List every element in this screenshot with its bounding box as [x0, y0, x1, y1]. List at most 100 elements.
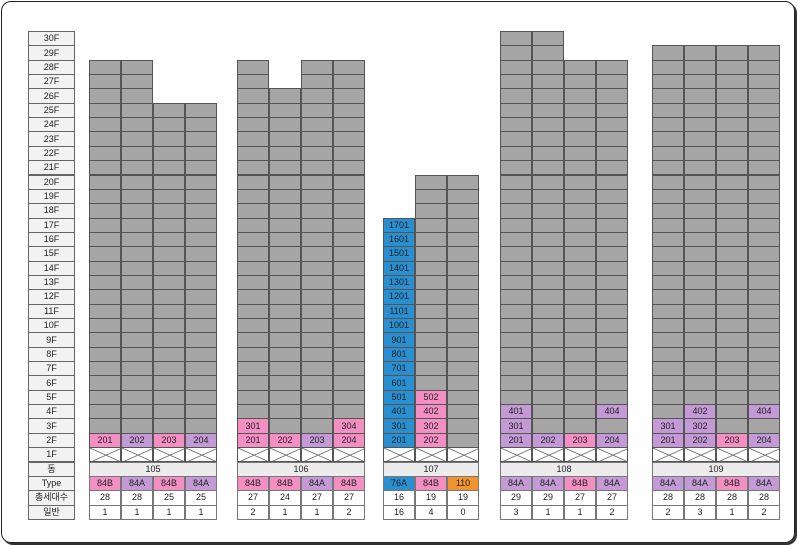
unit-cell — [748, 117, 780, 133]
unit-cell[interactable]: 404 — [596, 404, 628, 420]
unit-cell — [748, 131, 780, 147]
unit-cell[interactable]: 301 — [652, 418, 684, 434]
unit-cell[interactable]: 1401 — [383, 260, 415, 276]
unit-cell[interactable]: 401 — [500, 404, 532, 420]
unit-cell — [333, 361, 365, 377]
unit-cell — [333, 145, 365, 162]
unit-cell[interactable]: 601 — [383, 375, 415, 391]
unit-cell — [269, 361, 301, 377]
pilotis-cell — [153, 447, 185, 463]
unit-cell — [684, 346, 716, 363]
unit-cell — [185, 188, 217, 205]
unit-cell — [716, 289, 748, 305]
unit-cell — [333, 117, 365, 133]
unit-cell — [564, 231, 596, 248]
unit-cell — [89, 260, 121, 276]
unit-cell[interactable]: 1301 — [383, 274, 415, 291]
unit-cell[interactable]: 304 — [333, 418, 365, 434]
unit-cell — [89, 74, 121, 90]
unit-cell[interactable]: 301 — [237, 418, 269, 434]
unit-cell[interactable]: 701 — [383, 361, 415, 377]
unit-cell[interactable]: 402 — [415, 404, 447, 420]
unit-cell[interactable]: 801 — [383, 346, 415, 363]
unit-cell[interactable]: 1501 — [383, 246, 415, 262]
unit-cell — [596, 289, 628, 305]
unit-cell — [564, 160, 596, 176]
unit-cell — [684, 145, 716, 162]
unit-cell — [532, 346, 564, 363]
unit-cell[interactable]: 301 — [500, 418, 532, 434]
unit-cell — [500, 361, 532, 377]
unit-cell — [716, 188, 748, 205]
unit-cell[interactable]: 202 — [415, 432, 447, 449]
unit-cell — [748, 231, 780, 248]
unit-cell[interactable]: 201 — [652, 432, 684, 449]
unit-cell[interactable]: 501 — [383, 389, 415, 406]
unit-cell — [500, 274, 532, 291]
unit-cell[interactable]: 202 — [684, 432, 716, 449]
unit-cell[interactable]: 401 — [383, 404, 415, 420]
unit-cell[interactable]: 1601 — [383, 231, 415, 248]
general-units-cell: 1 — [121, 504, 153, 520]
unit-cell — [89, 231, 121, 248]
unit-cell[interactable]: 404 — [748, 404, 780, 420]
unit-cell[interactable]: 301 — [383, 418, 415, 434]
unit-cell — [153, 303, 185, 319]
unit-cell — [716, 88, 748, 104]
unit-cell[interactable]: 201 — [89, 432, 121, 449]
unit-cell — [652, 45, 684, 61]
unit-cell — [652, 88, 684, 104]
unit-cell — [652, 74, 684, 90]
unit-cell[interactable]: 204 — [748, 432, 780, 449]
unit-cell[interactable]: 203 — [564, 432, 596, 449]
floor-label: 29F — [28, 45, 75, 61]
unit-cell[interactable]: 302 — [684, 418, 716, 434]
pilotis-cell — [447, 447, 479, 463]
unit-cell — [237, 88, 269, 104]
unit-cell[interactable]: 1201 — [383, 289, 415, 305]
unit-cell[interactable]: 203 — [153, 432, 185, 449]
unit-cell — [500, 74, 532, 90]
unit-cell[interactable]: 901 — [383, 332, 415, 348]
unit-cell — [532, 260, 564, 276]
unit-cell — [237, 231, 269, 248]
unit-cell[interactable]: 302 — [415, 418, 447, 434]
unit-cell[interactable]: 1101 — [383, 303, 415, 319]
building-number: 106 — [237, 461, 365, 477]
unit-cell — [447, 289, 479, 305]
floor-label: 18F — [28, 203, 75, 219]
unit-cell — [447, 260, 479, 276]
unit-cell — [532, 59, 564, 76]
unit-cell[interactable]: 204 — [333, 432, 365, 449]
unit-cell[interactable]: 202 — [269, 432, 301, 449]
unit-cell[interactable]: 402 — [684, 404, 716, 420]
unit-cell — [532, 45, 564, 61]
pilotis-cell — [652, 447, 684, 463]
unit-cell[interactable]: 201 — [383, 432, 415, 449]
unit-cell — [564, 418, 596, 434]
floor-label: 9F — [28, 332, 75, 348]
row-label-total: 총세대수 — [28, 490, 75, 506]
unit-cell — [596, 203, 628, 219]
unit-cell — [301, 160, 333, 176]
unit-cell[interactable]: 202 — [121, 432, 153, 449]
unit-cell[interactable]: 1001 — [383, 318, 415, 334]
unit-cell[interactable]: 203 — [716, 432, 748, 449]
floor-label: 6F — [28, 375, 75, 391]
type-cell: 84B — [716, 475, 748, 492]
unit-cell — [121, 332, 153, 348]
unit-cell[interactable]: 204 — [185, 432, 217, 449]
unit-cell — [564, 389, 596, 406]
unit-cell[interactable]: 1701 — [383, 217, 415, 233]
building-number: 109 — [652, 461, 780, 477]
unit-cell[interactable]: 202 — [532, 432, 564, 449]
unit-cell[interactable]: 502 — [415, 389, 447, 406]
unit-cell — [237, 303, 269, 319]
pilotis-cell — [415, 447, 447, 463]
unit-cell — [185, 303, 217, 319]
unit-cell[interactable]: 204 — [596, 432, 628, 449]
unit-cell[interactable]: 201 — [237, 432, 269, 449]
unit-cell[interactable]: 201 — [500, 432, 532, 449]
unit-cell — [301, 274, 333, 291]
unit-cell[interactable]: 203 — [301, 432, 333, 449]
